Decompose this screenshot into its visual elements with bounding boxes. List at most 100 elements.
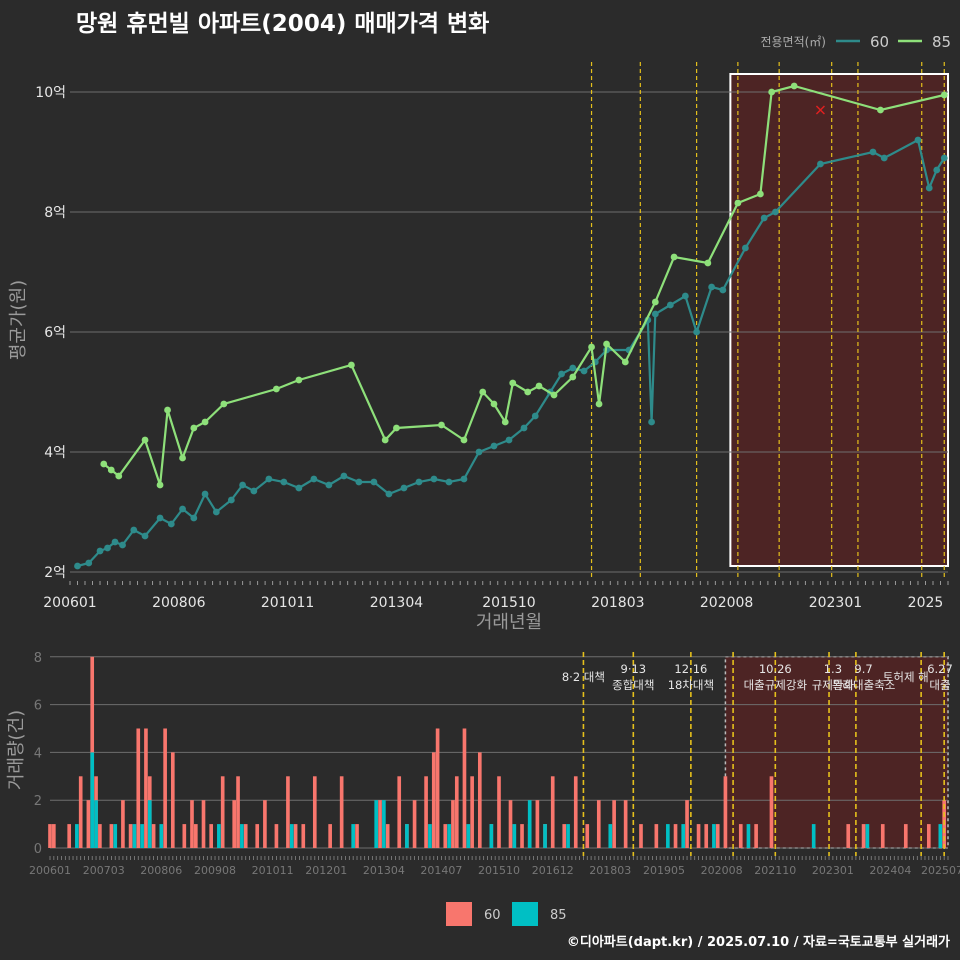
source-credit: ©디아파트(dapt.kr) / 2025.07.10 / 자료=국토교통부 실… <box>566 935 950 950</box>
x-tick-label: 200703 <box>83 864 125 877</box>
x-tick-label: 201612 <box>532 864 574 877</box>
bar-85 <box>374 800 379 848</box>
data-point-60 <box>445 478 453 486</box>
bar-60 <box>243 824 248 848</box>
y-tick-label: 0 <box>34 842 42 857</box>
x-tick-label: 202301 <box>809 595 862 611</box>
legend-label: 85 <box>932 33 951 51</box>
bar-85 <box>608 824 613 848</box>
x-tick-label: 201011 <box>252 864 294 877</box>
bar-85 <box>351 824 355 848</box>
data-point-85 <box>179 454 186 462</box>
legend-swatch <box>512 902 538 926</box>
bar-60 <box>190 800 194 848</box>
bar-60 <box>926 824 931 848</box>
bar-60 <box>274 824 279 848</box>
bar-60 <box>286 776 290 848</box>
data-point-60 <box>295 484 303 492</box>
data-point-85 <box>156 481 164 489</box>
bar-85 <box>746 824 751 848</box>
data-point-60 <box>167 520 175 528</box>
x-tick-label: 201201 <box>305 864 347 877</box>
bar-60 <box>673 824 678 848</box>
bar-60 <box>263 800 267 848</box>
bar-60 <box>704 824 709 848</box>
data-point-60 <box>666 301 674 309</box>
bar-60 <box>454 776 459 848</box>
data-point-85 <box>100 460 108 468</box>
bar-85 <box>512 824 517 848</box>
data-point-85 <box>295 376 303 384</box>
data-point-60 <box>355 478 363 486</box>
data-point-60 <box>580 367 588 375</box>
policy-annotation: 8·2 대책 <box>562 670 605 684</box>
data-point-60 <box>933 166 941 174</box>
policy-annotation: 10.26 <box>759 662 792 676</box>
bar-60 <box>48 824 52 848</box>
data-point-60 <box>96 547 104 555</box>
bar-60 <box>312 776 317 848</box>
bar-85 <box>382 800 386 848</box>
data-point-85 <box>190 424 198 432</box>
x-tick-label: 202008 <box>700 595 753 611</box>
data-point-60 <box>250 487 258 495</box>
data-point-85 <box>670 253 678 261</box>
bar-60 <box>435 728 440 848</box>
x-tick-label: 201304 <box>370 595 424 611</box>
bar-85 <box>94 800 98 848</box>
y-axis-title: 평균가(원) <box>8 280 29 360</box>
data-point-60 <box>385 490 393 498</box>
bar-85 <box>289 824 294 848</box>
bar-60 <box>255 824 260 848</box>
data-point-60 <box>190 514 198 522</box>
bar-60 <box>696 824 701 848</box>
x-tick-label: 201304 <box>363 864 405 877</box>
x-tick-label: 201011 <box>261 595 314 611</box>
data-point-85 <box>490 400 498 408</box>
legends: 전용면적(㎡) 60 85 60 85 <box>446 33 951 926</box>
x-tick-label: 202404 <box>869 864 911 877</box>
data-point-60 <box>280 478 288 486</box>
data-point-85 <box>595 400 603 408</box>
bar-60 <box>412 800 417 848</box>
data-point-85 <box>569 373 577 381</box>
x-tick-label: 200601 <box>29 864 71 877</box>
bar-60 <box>170 752 175 848</box>
bar-60 <box>397 776 402 848</box>
bar-85 <box>90 752 95 848</box>
policy-annotation: 1.3 <box>824 662 842 676</box>
bar-85 <box>447 824 451 848</box>
chart-title: 망원 휴먼빌 아파트(2004) 매매가격 변화 <box>76 11 490 37</box>
bar-60 <box>596 800 601 848</box>
data-point-60 <box>310 475 318 483</box>
x-tick-label: 201510 <box>478 864 520 877</box>
data-point-60 <box>119 541 126 549</box>
data-point-60 <box>569 364 577 372</box>
x-tick-label: 201905 <box>643 864 685 877</box>
bar-85 <box>240 824 244 848</box>
data-point-60 <box>265 475 273 483</box>
policy-annotation: 6.27 <box>927 662 953 676</box>
bar-60 <box>194 824 198 848</box>
bar-85 <box>466 824 471 848</box>
data-point-85 <box>381 436 389 444</box>
data-point-85 <box>479 388 487 396</box>
y-tick-label: 8억 <box>44 205 66 221</box>
data-point-60 <box>520 424 528 432</box>
highlight-region <box>729 73 950 567</box>
bar-85 <box>666 824 670 848</box>
bar-60 <box>78 776 83 848</box>
bar-60 <box>520 824 524 848</box>
bar-60 <box>209 824 214 848</box>
bar-60 <box>301 824 306 848</box>
data-point-85 <box>790 82 798 90</box>
bar-60 <box>201 800 206 848</box>
bar-60 <box>52 824 56 848</box>
policy-annotation: 9·13 <box>621 662 647 676</box>
x-tick-label: 201803 <box>589 864 631 877</box>
data-point-85 <box>734 199 742 207</box>
x-tick-label: 202008 <box>701 864 743 877</box>
bar-60 <box>86 800 91 848</box>
data-point-60 <box>141 532 149 540</box>
data-point-60 <box>201 490 209 498</box>
